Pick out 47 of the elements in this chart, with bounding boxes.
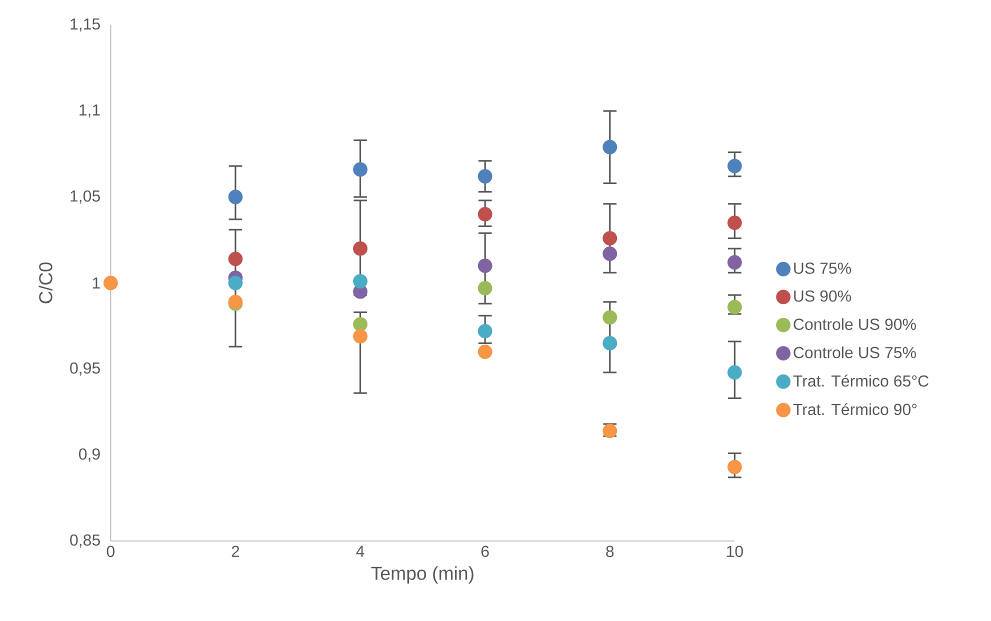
point <box>602 140 618 154</box>
point <box>727 255 742 270</box>
point <box>602 231 618 246</box>
x-axis-title: Tempo (min) <box>371 566 474 584</box>
legend-label: Trat. Térmico 90° <box>793 403 917 416</box>
y-tick-label: 1,05 <box>70 190 100 204</box>
y-tick-label: 1,1 <box>80 104 100 118</box>
point <box>353 317 368 332</box>
y-tick-label: 0,85 <box>70 534 100 548</box>
point <box>478 169 492 184</box>
x-tick-label: 8 <box>606 546 614 558</box>
x-tick-label: 10 <box>726 546 743 558</box>
point <box>228 190 243 204</box>
legend-label: Controle US 75% <box>794 346 916 358</box>
legend-label: Trat. Térmico 65°C <box>793 374 928 387</box>
point <box>478 206 492 222</box>
y-tick-label: 0,9 <box>79 448 100 462</box>
point <box>478 280 492 296</box>
point <box>228 276 243 290</box>
point <box>727 300 742 314</box>
legend-label: Controle US 90% <box>794 318 916 330</box>
y-tick-label: 1,15 <box>70 18 100 32</box>
point <box>602 246 618 261</box>
y-axis-title: C/C0 <box>38 262 52 304</box>
point <box>727 158 742 174</box>
point <box>602 336 618 350</box>
point <box>602 310 618 325</box>
point <box>478 258 492 273</box>
point <box>478 344 492 359</box>
point <box>353 274 368 288</box>
point <box>478 324 492 338</box>
point <box>103 276 118 290</box>
y-tick-label: 1 <box>92 278 100 288</box>
x-tick-label: 4 <box>356 546 364 557</box>
point <box>727 216 742 230</box>
point <box>727 460 742 474</box>
point <box>228 252 243 266</box>
legend-label: US 75% <box>794 262 852 274</box>
legend-label: US 90% <box>794 290 852 302</box>
point <box>353 241 368 256</box>
point <box>353 329 368 344</box>
point <box>727 365 742 380</box>
y-tick-label: 0,95 <box>70 362 100 376</box>
x-tick-label: 0 <box>106 546 114 558</box>
point <box>353 162 368 177</box>
x-tick-label: 2 <box>232 546 240 557</box>
x-tick-label: 6 <box>481 546 489 558</box>
